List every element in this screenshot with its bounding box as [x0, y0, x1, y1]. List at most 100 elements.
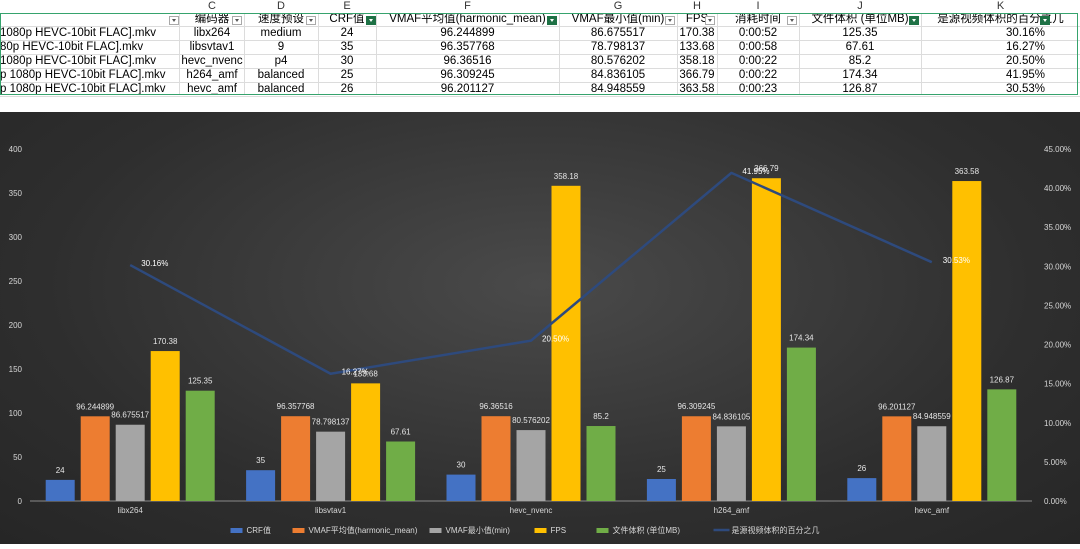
filter-dropdown-icon[interactable]: [787, 16, 797, 25]
cell-preset[interactable]: medium: [260, 27, 302, 39]
cell-file[interactable]: 1080p HEVC-10bit FLAC].mkv: [0, 55, 156, 67]
cell-encoder[interactable]: hevc_amf: [187, 83, 237, 95]
cell-percent[interactable]: 16.27%: [1005, 41, 1045, 53]
cell-vmaf-min[interactable]: 86.675517: [590, 27, 646, 39]
cell-encoder[interactable]: hevc_nvenc: [181, 55, 243, 67]
line-data-label: 41.95%: [742, 167, 769, 176]
header-cell-vmaf-min[interactable]: VMAF最小值(min): [571, 13, 665, 25]
cell-vmaf-mean[interactable]: 96.36516: [443, 55, 492, 67]
column-header-h[interactable]: H: [693, 0, 701, 12]
cell-encoder[interactable]: h264_amf: [186, 69, 238, 81]
bar-data-label: 24: [56, 466, 65, 475]
header-cell-vmaf-mean[interactable]: VMAF平均值(harmonic_mean): [389, 13, 546, 25]
cell-fps[interactable]: 358.18: [679, 55, 715, 67]
header-cell-encoder[interactable]: 编码器: [194, 13, 230, 25]
table-row: 1080p HEVC-10bit FLAC].mkv hevc_nvenc p4…: [0, 55, 1080, 69]
cell-crf[interactable]: 35: [340, 41, 354, 53]
line-data-label: 30.53%: [943, 256, 970, 265]
cell-file[interactable]: p 1080p HEVC-10bit FLAC].mkv: [0, 69, 166, 81]
bar-data-label: 26: [857, 464, 866, 473]
header-cell-fps[interactable]: FPS: [685, 13, 709, 25]
bar: [786, 347, 816, 501]
bar-data-label: 67.61: [391, 428, 412, 437]
cell-fps[interactable]: 363.58: [679, 83, 715, 95]
cell-size[interactable]: 85.2: [848, 55, 872, 67]
column-header-k[interactable]: K: [996, 0, 1005, 12]
cell-percent[interactable]: 41.95%: [1005, 69, 1045, 81]
filter-dropdown-icon[interactable]: [306, 16, 316, 25]
grid-line: [179, 13, 180, 95]
cell-size[interactable]: 126.87: [842, 83, 878, 95]
cell-vmaf-min[interactable]: 78.798137: [590, 41, 646, 53]
cell-time[interactable]: 0:00:22: [738, 55, 778, 67]
legend-label: VMAF最小值(min): [446, 525, 511, 535]
cell-fps[interactable]: 170.38: [679, 27, 715, 39]
grid-line: [376, 13, 377, 95]
bar: [246, 470, 276, 501]
bar-data-label: 125.35: [188, 377, 213, 386]
cell-vmaf-mean[interactable]: 96.244899: [440, 27, 495, 39]
cell-file[interactable]: 80p HEVC-10bit FLAC].mkv: [0, 41, 144, 53]
cell-encoder[interactable]: libsvtav1: [189, 41, 235, 53]
cell-size[interactable]: 174.34: [842, 69, 878, 81]
cell-percent[interactable]: 30.16%: [1005, 27, 1045, 39]
header-cell-percent[interactable]: 是源视频体积的百分之几: [937, 13, 1064, 25]
cell-preset[interactable]: balanced: [257, 69, 305, 81]
cell-preset[interactable]: balanced: [257, 83, 305, 95]
cell-time[interactable]: 0:00:58: [738, 41, 778, 53]
filter-active-icon[interactable]: [1040, 16, 1050, 25]
cell-crf[interactable]: 24: [340, 27, 354, 39]
cell-file[interactable]: p 1080p HEVC-10bit FLAC].mkv: [0, 83, 166, 95]
cell-percent[interactable]: 20.50%: [1005, 55, 1045, 67]
filter-dropdown-icon[interactable]: [169, 16, 179, 25]
cell-time[interactable]: 0:00:23: [738, 83, 778, 95]
header-cell-crf[interactable]: CRF值: [329, 13, 365, 25]
header-cell-size[interactable]: 文件体积 (单位MB): [811, 13, 909, 25]
filter-dropdown-icon[interactable]: [232, 16, 242, 25]
cell-vmaf-mean[interactable]: 96.201127: [440, 83, 495, 95]
cell-vmaf-min[interactable]: 84.836105: [590, 69, 646, 81]
legend-label: 是源视频体积的百分之几: [732, 525, 820, 535]
header-cell-time[interactable]: 消耗时间: [735, 13, 781, 25]
filter-active-icon[interactable]: [909, 16, 919, 25]
cell-percent[interactable]: 30.53%: [1005, 83, 1045, 95]
column-header-c[interactable]: C: [208, 0, 216, 12]
cell-file[interactable]: 1080p HEVC-10bit FLAC].mkv: [0, 27, 156, 39]
y-axis-tick-label: 200: [9, 321, 23, 330]
filter-active-icon[interactable]: [547, 16, 557, 25]
column-header-f[interactable]: F: [464, 0, 471, 12]
filter-dropdown-icon[interactable]: [665, 16, 675, 25]
legend-label: 文件体积 (单位MB): [613, 525, 681, 535]
bar-data-label: 80.576202: [512, 416, 550, 425]
cell-preset[interactable]: 9: [277, 41, 285, 53]
bar-data-label: 96.201127: [878, 402, 916, 411]
cell-size[interactable]: 125.35: [842, 27, 878, 39]
cell-size[interactable]: 67.61: [845, 41, 875, 53]
y2-axis-tick-label: 0.00%: [1044, 497, 1067, 506]
cell-crf[interactable]: 30: [340, 55, 354, 67]
y2-axis-tick-label: 15.00%: [1044, 380, 1071, 389]
column-header-d[interactable]: D: [277, 0, 285, 12]
cell-preset[interactable]: p4: [274, 55, 288, 67]
cell-vmaf-mean[interactable]: 96.309245: [440, 69, 495, 81]
chart-canvas[interactable]: 0 50 100 150 200 250 300 350 400 0.00% 5.00% 10.00%…: [0, 112, 1080, 544]
cell-time[interactable]: 0:00:22: [738, 69, 778, 81]
cell-encoder[interactable]: libx264: [193, 27, 231, 39]
column-header-g[interactable]: G: [613, 0, 623, 12]
cell-time[interactable]: 0:00:52: [738, 27, 778, 39]
column-header-e[interactable]: E: [343, 0, 351, 12]
column-header-i[interactable]: I: [756, 0, 760, 12]
cell-crf[interactable]: 25: [340, 69, 354, 81]
cell-vmaf-min[interactable]: 84.948559: [590, 83, 646, 95]
filter-dropdown-icon[interactable]: [705, 16, 715, 25]
combo-chart[interactable]: 0 50 100 150 200 250 300 350 400 0.00% 5.00% 10.00%…: [0, 112, 1080, 544]
cell-vmaf-min[interactable]: 80.576202: [590, 55, 646, 67]
cell-fps[interactable]: 133.68: [679, 41, 715, 53]
cell-fps[interactable]: 366.79: [679, 69, 715, 81]
column-header-j[interactable]: J: [857, 0, 863, 12]
cell-crf[interactable]: 26: [340, 83, 354, 95]
header-cell-preset[interactable]: 速度预设: [258, 13, 304, 25]
cell-vmaf-mean[interactable]: 96.357768: [440, 41, 495, 53]
y-axis-tick-label: 0: [18, 497, 23, 506]
filter-active-icon[interactable]: [366, 16, 376, 25]
